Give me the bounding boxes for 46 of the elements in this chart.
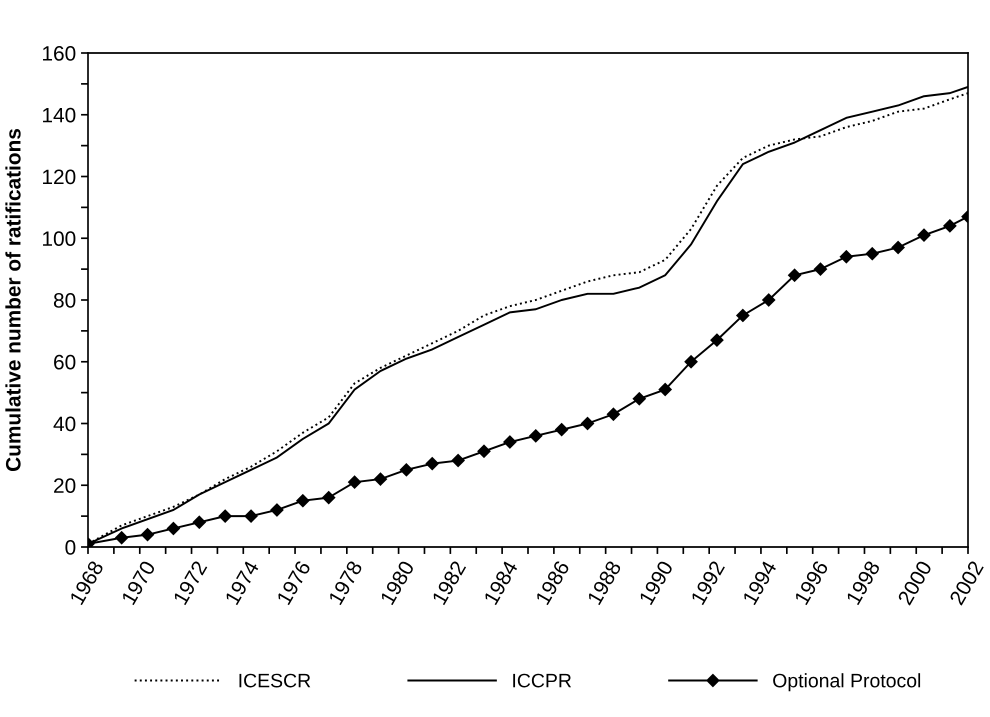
point xyxy=(943,219,956,232)
point xyxy=(736,308,750,322)
y-tick-label: 20 xyxy=(54,478,76,494)
point xyxy=(866,247,879,260)
point xyxy=(606,408,620,421)
y-axis-title: Cumulative number of ratifications xyxy=(5,128,21,472)
legend-label: ICCPR xyxy=(513,674,572,688)
point xyxy=(218,510,232,523)
point xyxy=(814,262,828,276)
y-tick-label: 60 xyxy=(54,354,76,370)
y-tick-label: 160 xyxy=(43,46,76,61)
point xyxy=(296,494,310,508)
point xyxy=(477,444,491,458)
point xyxy=(580,416,594,430)
point xyxy=(140,528,154,542)
point xyxy=(840,250,853,264)
point xyxy=(426,457,439,470)
point xyxy=(270,503,284,517)
point xyxy=(684,355,698,368)
point xyxy=(503,435,516,449)
point xyxy=(192,516,206,529)
point xyxy=(658,382,672,396)
point xyxy=(555,423,568,436)
y-tick-label: 0 xyxy=(65,540,76,555)
point xyxy=(452,454,465,468)
point xyxy=(529,429,542,442)
point xyxy=(322,491,336,504)
y-tick-label: 80 xyxy=(54,293,76,308)
point xyxy=(244,510,258,523)
point xyxy=(788,268,802,282)
point xyxy=(892,240,905,254)
point xyxy=(400,463,413,476)
point xyxy=(710,334,724,347)
point xyxy=(348,476,362,489)
point xyxy=(917,228,931,242)
y-tick-label: 40 xyxy=(54,416,76,432)
y-tick-label: 100 xyxy=(43,231,76,246)
y-tick-label: 120 xyxy=(43,170,76,184)
point xyxy=(166,522,180,536)
point xyxy=(374,472,388,486)
y-tick-label: 140 xyxy=(43,108,76,123)
point xyxy=(115,531,128,544)
legend-label: Optional Protocol xyxy=(773,673,920,692)
point xyxy=(762,293,776,307)
legend-label: ICESCR xyxy=(239,674,310,688)
point xyxy=(632,392,646,406)
